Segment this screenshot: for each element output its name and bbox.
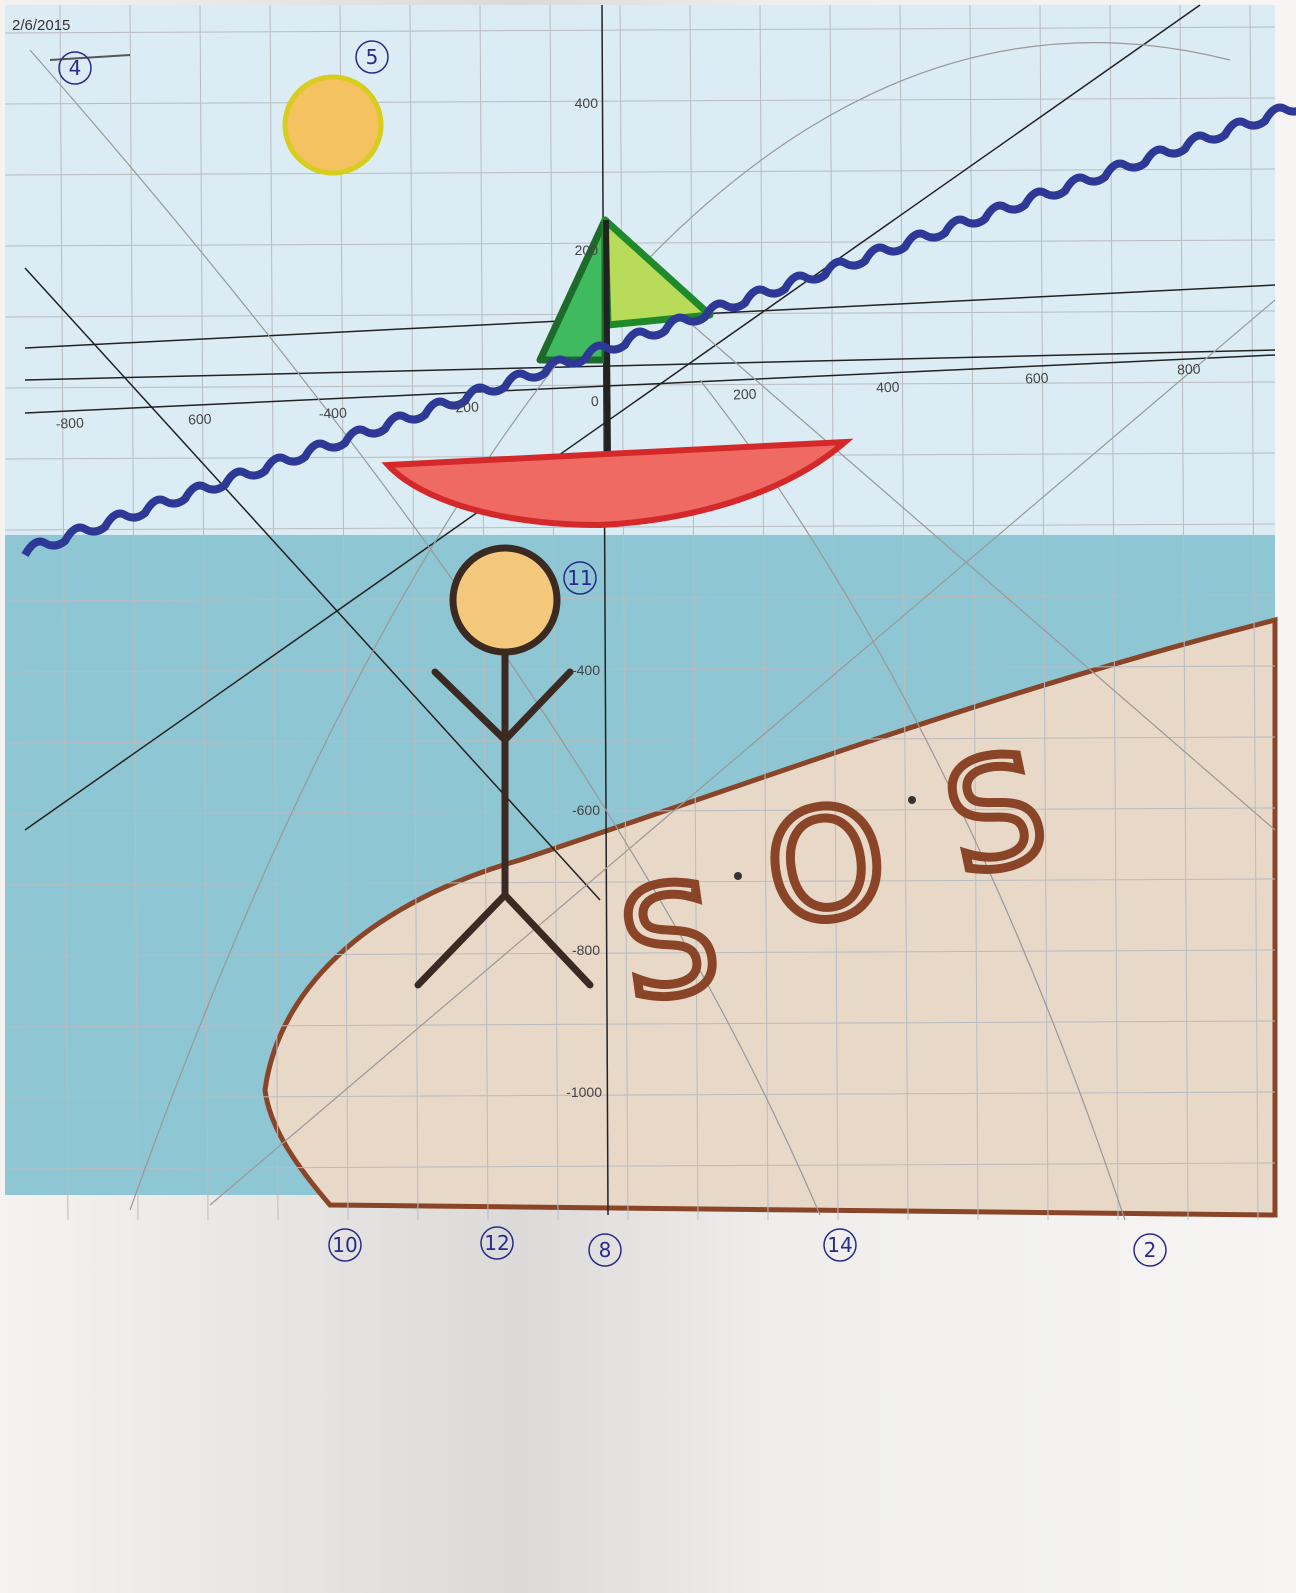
y-tick-label: 400 [575, 95, 599, 111]
sun [285, 77, 381, 173]
circled-label: 4 [69, 56, 82, 80]
circled-label: 11 [567, 566, 592, 590]
date: 2/6/2015 [12, 17, 70, 34]
x-tick-label: 800 [1177, 360, 1201, 377]
x-tick-label: 0 [591, 393, 600, 409]
x-tick-label: -200 [450, 398, 479, 415]
y-tick-label: -400 [572, 662, 600, 678]
dot [734, 872, 742, 880]
circled-label: 5 [366, 45, 379, 69]
x-tick-label: -800 [55, 414, 84, 431]
circled-label: 2 [1144, 1238, 1157, 1262]
circled-label: 14 [827, 1233, 852, 1257]
drawing: 2/6/2015 -800 600 -400 -200 0 200 400 600 800 400… [0, 0, 1296, 1593]
page: {"header": {"date": "2/6/2015"}, "x_axis… [0, 0, 1296, 1593]
mast [606, 220, 608, 460]
y-tick-label: -800 [572, 942, 600, 958]
x-tick-label: 400 [876, 378, 900, 395]
dot [908, 796, 916, 804]
x-tick-label: 600 [188, 410, 212, 427]
x-tick-label: 600 [1025, 369, 1049, 386]
x-tick-label: 200 [733, 385, 757, 402]
y-tick-label: -1000 [566, 1084, 602, 1100]
circled-label: 8 [599, 1238, 612, 1262]
x-tick-label: -400 [318, 404, 347, 421]
sos-letter: O [756, 772, 897, 961]
y-tick-label: 200 [575, 242, 599, 258]
circled-label: 12 [484, 1231, 509, 1255]
y-tick-label: -600 [572, 802, 600, 818]
circled-label: 10 [332, 1233, 357, 1257]
head [453, 548, 557, 652]
